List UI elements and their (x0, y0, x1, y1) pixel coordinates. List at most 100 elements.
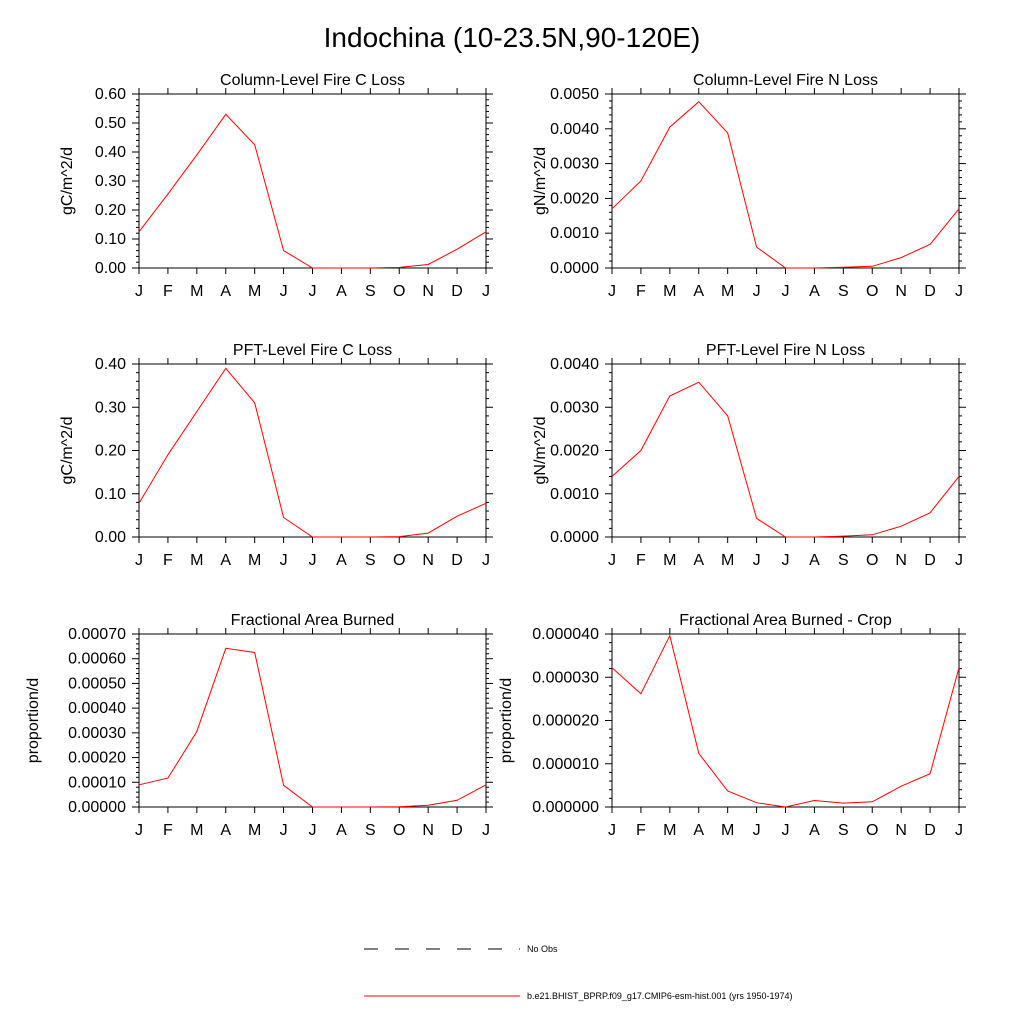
y-tick-label: 0.00020 (68, 750, 126, 767)
series-line (138, 113, 487, 269)
x-tick-label: A (693, 552, 704, 569)
x-tick-label: D (924, 822, 936, 839)
x-tick-label: N (895, 283, 907, 300)
x-tick-label: A (220, 283, 231, 300)
y-tick-label: 0.50 (95, 115, 126, 132)
y-tick-label: 0.40 (95, 356, 126, 373)
x-tick-label: S (365, 552, 376, 569)
y-tick-label: 0.10 (95, 486, 126, 503)
y-tick-label: 0.00010 (68, 774, 126, 791)
y-tick-label: 0.0000 (550, 260, 599, 277)
x-tick-label: A (693, 822, 704, 839)
x-tick-label: M (721, 822, 734, 839)
x-tick-label: J (782, 283, 790, 300)
y-tick-label: 0.00070 (68, 626, 126, 643)
x-tick-label: J (280, 283, 288, 300)
y-axis-label: gC/m^2/d (59, 147, 76, 215)
y-tick-label: 0.30 (95, 173, 126, 190)
y-tick-label: 0.0010 (550, 486, 599, 503)
y-tick-label: 0.30 (95, 399, 126, 416)
y-tick-label: 0.000030 (532, 669, 599, 686)
x-tick-label: J (280, 822, 288, 839)
x-tick-label: A (220, 552, 231, 569)
y-tick-label: 0.000020 (532, 713, 599, 730)
x-tick-label: F (636, 552, 646, 569)
panel-title: Fractional Area Burned (231, 612, 395, 629)
page-title: Indochina (10-23.5N,90-120E) (323, 22, 701, 53)
chart-panel-4: J F M A M J J A S O N D J0.00000.00100.00200.00300.0… (532, 342, 966, 569)
x-tick-label: O (866, 552, 878, 569)
y-tick-label: 0.000000 (532, 799, 599, 816)
series-line (138, 367, 487, 538)
x-tick-label: M (721, 552, 734, 569)
x-tick-label: A (220, 822, 231, 839)
x-tick-label: F (163, 283, 173, 300)
plot-frame (138, 93, 487, 269)
x-tick-label: A (809, 822, 820, 839)
x-tick-label: J (782, 552, 790, 569)
x-tick-label: S (838, 283, 849, 300)
x-tick-label: M (248, 552, 261, 569)
x-tick-label: J (482, 552, 490, 569)
y-axis-label: gN/m^2/d (532, 147, 549, 215)
panel-title: Fractional Area Burned - Crop (679, 612, 892, 629)
y-tick-label: 0.20 (95, 202, 126, 219)
x-tick-label: O (393, 822, 405, 839)
x-tick-label: J (955, 822, 963, 839)
y-tick-label: 0.40 (95, 144, 126, 161)
x-tick-label: O (866, 283, 878, 300)
x-tick-label: S (838, 552, 849, 569)
x-tick-label: N (895, 822, 907, 839)
x-tick-label: D (924, 283, 936, 300)
x-tick-label: N (422, 822, 434, 839)
x-tick-label: O (866, 822, 878, 839)
y-tick-label: 0.000010 (532, 756, 599, 773)
x-tick-label: J (782, 822, 790, 839)
y-tick-label: 0.00030 (68, 725, 126, 742)
chart-panel-2: J F M A M J J A S O N D J0.00000.00100.00200.00300.0… (532, 72, 966, 300)
y-tick-label: 0.0040 (550, 121, 599, 138)
x-tick-label: A (809, 552, 820, 569)
panel-title: PFT-Level Fire C Loss (233, 342, 392, 359)
x-tick-label: J (280, 552, 288, 569)
plot-frame (138, 633, 487, 808)
x-tick-label: F (163, 552, 173, 569)
plot-frame (611, 93, 960, 269)
y-tick-label: 0.0050 (550, 86, 599, 103)
series-line (138, 647, 487, 808)
x-tick-label: D (451, 283, 463, 300)
x-tick-label: J (608, 822, 616, 839)
x-tick-label: F (163, 822, 173, 839)
y-axis-label: gC/m^2/d (59, 417, 76, 485)
x-tick-label: S (838, 822, 849, 839)
x-tick-label: J (309, 822, 317, 839)
series-line (611, 634, 960, 808)
x-tick-label: O (393, 283, 405, 300)
x-tick-label: J (482, 283, 490, 300)
x-tick-label: J (309, 283, 317, 300)
x-tick-label: A (809, 283, 820, 300)
x-tick-label: J (753, 822, 761, 839)
x-tick-label: M (663, 552, 676, 569)
x-tick-label: N (895, 552, 907, 569)
y-tick-label: 0.10 (95, 231, 126, 248)
x-tick-label: J (955, 283, 963, 300)
legend-label-1: No Obs (527, 944, 558, 954)
series-line (611, 381, 960, 538)
y-tick-label: 0.0030 (550, 399, 599, 416)
y-tick-label: 0.0010 (550, 225, 599, 242)
y-tick-label: 0.20 (95, 443, 126, 460)
x-tick-label: J (135, 283, 143, 300)
chart-panel-1: J F M A M J J A S O N D J0.000.100.200.300.400.500.6… (59, 72, 493, 300)
y-axis-label: proportion/d (25, 678, 42, 763)
plot-frame (611, 363, 960, 538)
x-tick-label: A (336, 283, 347, 300)
y-tick-label: 0.00040 (68, 700, 126, 717)
x-tick-label: J (608, 283, 616, 300)
x-tick-label: D (924, 552, 936, 569)
x-tick-label: D (451, 552, 463, 569)
panel-title: PFT-Level Fire N Loss (706, 342, 865, 359)
x-tick-label: A (693, 283, 704, 300)
x-tick-label: M (248, 822, 261, 839)
chart-panel-3: J F M A M J J A S O N D J0.000.100.200.300.40PFT-Lev… (59, 342, 493, 569)
